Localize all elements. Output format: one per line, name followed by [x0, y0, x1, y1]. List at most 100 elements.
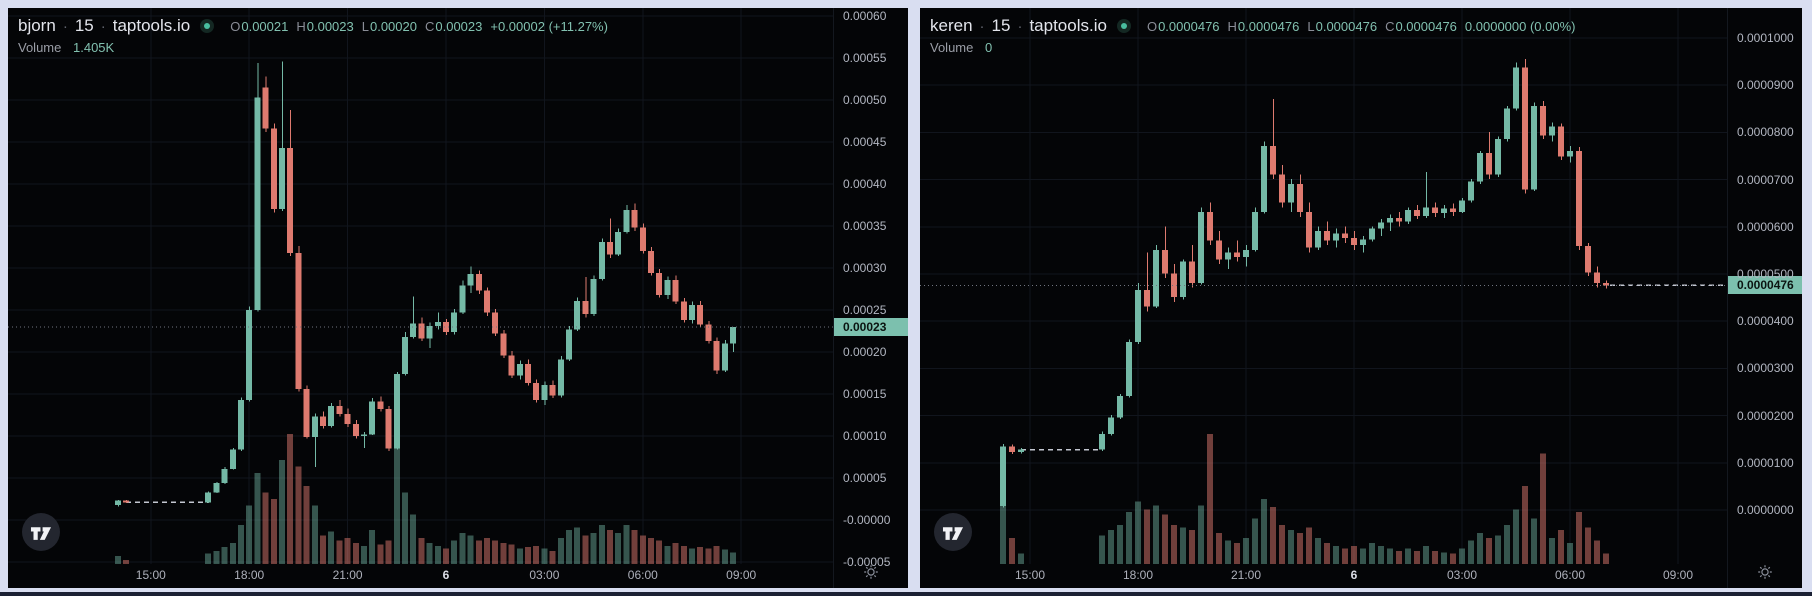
- candle[interactable]: [557, 356, 564, 398]
- candle[interactable]: [246, 306, 253, 402]
- candle[interactable]: [262, 76, 269, 132]
- candle[interactable]: [1414, 205, 1420, 220]
- candle[interactable]: [1441, 205, 1447, 218]
- candle[interactable]: [320, 411, 326, 429]
- candlestick-plot[interactable]: [920, 8, 1728, 564]
- symbol-name[interactable]: keren: [930, 16, 973, 35]
- time-axis[interactable]: 15:00 18:00 21:00 6 03:00 06:00 09:00: [8, 564, 834, 588]
- candle[interactable]: [229, 447, 236, 470]
- candle[interactable]: [426, 322, 433, 348]
- candle[interactable]: [1279, 164, 1285, 208]
- candle[interactable]: [1369, 226, 1375, 242]
- candle[interactable]: [238, 397, 244, 452]
- candle[interactable]: [451, 309, 458, 335]
- candle[interactable]: [361, 431, 367, 448]
- settings-gear-icon[interactable]: [1757, 564, 1773, 585]
- candle[interactable]: [1603, 280, 1609, 289]
- candle[interactable]: [508, 351, 515, 379]
- candle[interactable]: [1486, 131, 1492, 180]
- candle[interactable]: [1594, 266, 1600, 288]
- candle[interactable]: [475, 270, 482, 295]
- candle[interactable]: [1477, 150, 1483, 184]
- candle[interactable]: [1198, 207, 1204, 285]
- chart-panel-bjorn[interactable]: bjorn · 15 · taptools.io O0.00021 H0.0002…: [8, 8, 908, 588]
- candle[interactable]: [1144, 252, 1150, 312]
- feed-label[interactable]: taptools.io: [112, 16, 191, 35]
- candle[interactable]: [1351, 231, 1357, 250]
- candle[interactable]: [1108, 415, 1114, 436]
- candle[interactable]: [623, 205, 630, 234]
- candle[interactable]: [1423, 172, 1429, 218]
- candle[interactable]: [590, 275, 597, 316]
- candle[interactable]: [369, 398, 376, 436]
- candle[interactable]: [549, 380, 556, 399]
- candle[interactable]: [418, 317, 425, 342]
- candle[interactable]: [115, 499, 121, 507]
- candle[interactable]: [574, 297, 581, 331]
- candle[interactable]: [516, 360, 523, 380]
- candle[interactable]: [1099, 431, 1105, 451]
- candle[interactable]: [1261, 141, 1267, 214]
- candles-layer[interactable]: [1000, 58, 1609, 508]
- interval-label[interactable]: 15: [991, 16, 1011, 35]
- candle[interactable]: [279, 61, 285, 211]
- candle[interactable]: [689, 301, 695, 324]
- candle[interactable]: [344, 408, 351, 427]
- candle[interactable]: [213, 482, 220, 494]
- candle[interactable]: [1189, 245, 1195, 288]
- symbol-name[interactable]: bjorn: [18, 16, 56, 35]
- candle[interactable]: [1522, 58, 1528, 194]
- candle[interactable]: [295, 246, 302, 392]
- candlestick-plot[interactable]: [8, 8, 834, 564]
- candle[interactable]: [1252, 207, 1258, 252]
- candle[interactable]: [459, 280, 466, 315]
- candle[interactable]: [1270, 98, 1276, 180]
- candle[interactable]: [254, 63, 261, 312]
- candle[interactable]: [484, 287, 490, 316]
- candle[interactable]: [1567, 146, 1573, 163]
- candle[interactable]: [1558, 123, 1564, 161]
- candle[interactable]: [615, 228, 622, 257]
- candle[interactable]: [1117, 393, 1123, 419]
- candle[interactable]: [287, 110, 294, 257]
- candle[interactable]: [1513, 62, 1519, 111]
- candle[interactable]: [1342, 226, 1348, 243]
- candle[interactable]: [1153, 245, 1159, 308]
- candle[interactable]: [664, 276, 671, 300]
- candle[interactable]: [1396, 212, 1402, 227]
- candle[interactable]: [1135, 282, 1141, 344]
- candle[interactable]: [607, 218, 613, 258]
- candle[interactable]: [1576, 147, 1582, 250]
- candle[interactable]: [533, 379, 540, 403]
- candle[interactable]: [1315, 226, 1321, 250]
- candle[interactable]: [1549, 122, 1555, 142]
- candle[interactable]: [1468, 179, 1474, 203]
- candle[interactable]: [730, 326, 736, 352]
- candle[interactable]: [697, 300, 704, 327]
- candle[interactable]: [1171, 264, 1177, 302]
- candle[interactable]: [1324, 221, 1330, 246]
- tradingview-logo[interactable]: [22, 513, 60, 556]
- candle[interactable]: [352, 420, 359, 439]
- candle[interactable]: [566, 325, 572, 362]
- candle[interactable]: [1459, 198, 1465, 214]
- candle[interactable]: [582, 277, 589, 318]
- candle[interactable]: [205, 491, 212, 504]
- candle[interactable]: [1405, 207, 1411, 224]
- candle[interactable]: [500, 330, 507, 358]
- candle[interactable]: [1162, 226, 1168, 279]
- candle[interactable]: [1495, 136, 1501, 177]
- candle[interactable]: [1387, 214, 1393, 232]
- candle[interactable]: [1288, 179, 1294, 213]
- interval-label[interactable]: 15: [74, 16, 94, 35]
- candle[interactable]: [336, 399, 343, 417]
- price-axis[interactable]: 0.00023 0.00060 0.00055 0.00050 0.00045 0.00…: [833, 8, 908, 588]
- candle[interactable]: [270, 123, 277, 213]
- candle[interactable]: [410, 296, 417, 339]
- candle[interactable]: [385, 405, 392, 452]
- candle[interactable]: [1306, 202, 1312, 253]
- candle[interactable]: [1432, 202, 1438, 217]
- candle[interactable]: [672, 275, 679, 305]
- candle[interactable]: [393, 372, 400, 450]
- candle[interactable]: [492, 309, 499, 337]
